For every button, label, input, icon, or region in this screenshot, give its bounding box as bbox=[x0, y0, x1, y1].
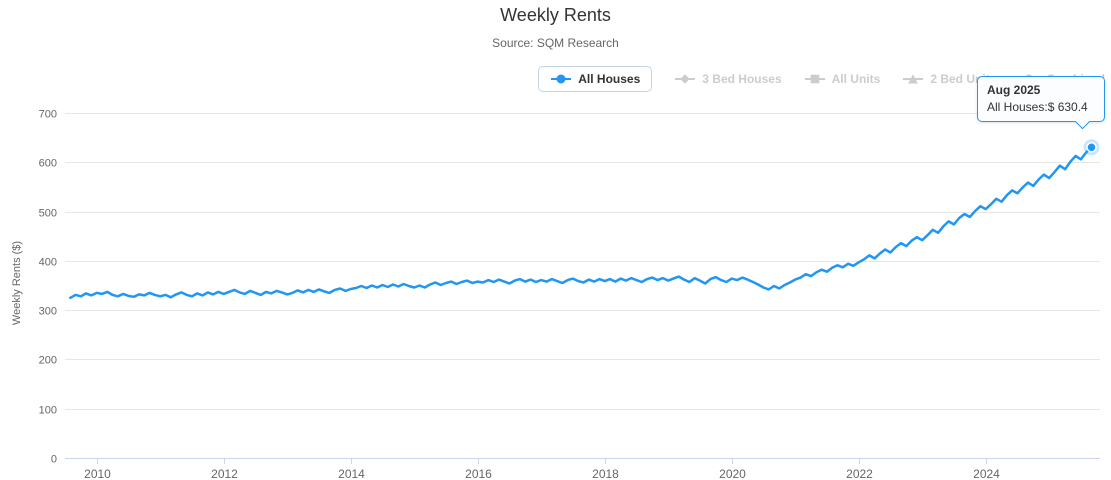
triangle-marker-icon bbox=[903, 74, 924, 84]
chart-subtitle: Source: SQM Research bbox=[492, 36, 619, 50]
y-tick-label: 300 bbox=[39, 306, 57, 318]
y-tick-label: 100 bbox=[39, 405, 57, 417]
tooltip-value: All Houses:$ 630.4 bbox=[987, 100, 1088, 114]
y-tick-label: 200 bbox=[39, 355, 57, 367]
legend-item-all-units[interactable]: All Units bbox=[804, 72, 881, 86]
x-tick-label: 2014 bbox=[338, 467, 365, 480]
x-tick-label: 2022 bbox=[846, 467, 873, 480]
chart-title: Weekly Rents bbox=[500, 5, 611, 25]
x-tick-label: 2024 bbox=[973, 467, 1000, 480]
y-tick-label: 500 bbox=[39, 208, 57, 220]
x-tick-label: 2018 bbox=[592, 467, 619, 480]
legend-item-label: 3 Bed Houses bbox=[702, 72, 782, 86]
tooltip: Aug 2025 All Houses:$ 630.4 bbox=[977, 76, 1105, 122]
series-line-all-houses bbox=[69, 146, 1093, 300]
x-tick-label: 2020 bbox=[719, 467, 746, 480]
x-tick-label: 2012 bbox=[211, 467, 238, 480]
tooltip-date: Aug 2025 bbox=[987, 83, 1041, 97]
last-point-marker bbox=[1086, 142, 1097, 153]
y-tick-label: 400 bbox=[39, 257, 57, 269]
legend-item-label: All Houses bbox=[578, 72, 641, 86]
circle-marker-icon bbox=[551, 74, 572, 84]
x-tick-label: 2010 bbox=[84, 467, 111, 480]
y-tick-label: 0 bbox=[51, 454, 57, 466]
legend-item-label: All Units bbox=[831, 72, 881, 86]
legend-item-all-houses[interactable]: All Houses bbox=[538, 66, 653, 92]
square-marker-icon bbox=[804, 74, 825, 84]
legend-item-3-bed-houses[interactable]: 3 Bed Houses bbox=[674, 72, 782, 86]
y-tick-label: 700 bbox=[39, 109, 57, 121]
diamond-marker-icon bbox=[675, 74, 696, 84]
y-tick-label: 600 bbox=[39, 158, 57, 170]
x-tick-label: 2016 bbox=[465, 467, 492, 480]
